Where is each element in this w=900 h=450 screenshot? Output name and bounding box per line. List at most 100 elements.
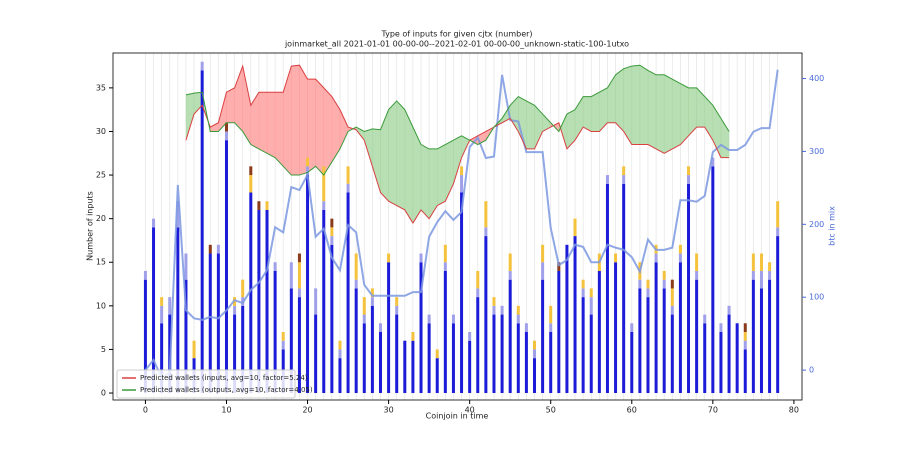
- bar: [662, 288, 666, 394]
- bar: [314, 314, 318, 394]
- band-fill: [210, 122, 219, 132]
- bar: [468, 331, 472, 341]
- x-tick-label: 80: [789, 406, 799, 415]
- bar: [249, 166, 253, 176]
- bar: [605, 175, 609, 184]
- y-axis-label: Number of inputs: [86, 191, 95, 261]
- bar: [354, 253, 358, 280]
- bar: [200, 61, 204, 71]
- bar: [695, 279, 699, 394]
- bar: [533, 358, 537, 394]
- bar: [322, 201, 326, 210]
- y2-tick-label: 100: [809, 293, 824, 302]
- bar: [200, 70, 204, 394]
- bar: [233, 305, 237, 315]
- bar: [443, 244, 447, 263]
- bar: [549, 323, 553, 332]
- bar: [727, 314, 731, 394]
- bar: [257, 209, 261, 394]
- bar: [330, 218, 334, 228]
- bar: [654, 253, 658, 263]
- bar: [160, 305, 164, 324]
- x-tick-label: 60: [627, 406, 637, 415]
- bar: [751, 270, 755, 280]
- y-tick-label: 30: [96, 127, 106, 136]
- bar: [451, 323, 455, 394]
- bar: [524, 323, 528, 332]
- bar: [354, 279, 358, 289]
- bar: [638, 279, 642, 289]
- bar: [476, 270, 480, 289]
- bar: [370, 297, 374, 306]
- bar: [678, 253, 682, 263]
- band-fill: [672, 78, 681, 150]
- plot-frame: [112, 52, 803, 401]
- bar: [443, 262, 447, 271]
- bar: [224, 131, 228, 141]
- bar: [322, 166, 326, 202]
- band-fill: [582, 96, 592, 132]
- bar: [241, 305, 245, 394]
- wallet-line: [185, 64, 730, 176]
- bar: [411, 331, 415, 341]
- bar: [468, 340, 472, 394]
- bar: [768, 279, 772, 394]
- band-fill: [396, 100, 405, 211]
- band-fill: [599, 87, 608, 132]
- x-tick-label: 40: [465, 406, 475, 415]
- band-fill: [266, 92, 276, 158]
- band-fill: [291, 65, 300, 176]
- bar: [395, 305, 399, 315]
- band-fill: [591, 91, 600, 132]
- y-tick-label: 10: [96, 301, 106, 310]
- chart-title: Type of inputs for given cjtx (number): [380, 30, 532, 39]
- bar: [297, 288, 301, 298]
- bar: [460, 192, 464, 394]
- bar: [776, 227, 780, 237]
- legend-label: Predicted wallets (inputs, avg=10, facto…: [140, 374, 308, 382]
- bar: [759, 288, 763, 394]
- bar: [273, 270, 277, 394]
- bar: [476, 297, 480, 394]
- bar: [573, 236, 577, 394]
- bar: [646, 297, 650, 394]
- bar: [314, 288, 318, 315]
- bar: [281, 340, 285, 350]
- band-fill: [250, 91, 260, 150]
- bar: [516, 314, 520, 324]
- band-fill: [437, 144, 446, 206]
- bar: [160, 323, 164, 394]
- bar: [508, 279, 512, 394]
- bar: [670, 279, 674, 289]
- bar: [362, 314, 366, 324]
- x-tick-label: 20: [302, 406, 312, 415]
- bar: [768, 270, 772, 280]
- bar: [249, 175, 253, 193]
- bar: [362, 297, 366, 315]
- bar: [419, 253, 423, 263]
- y2-axis-label: btc in mix: [828, 206, 837, 246]
- bar: [403, 340, 407, 394]
- bar: [573, 218, 577, 237]
- band-fill: [404, 109, 414, 224]
- bar: [257, 201, 261, 210]
- bar: [346, 192, 350, 394]
- bar: [549, 331, 553, 394]
- y2-tick-label: 0: [809, 366, 814, 375]
- bar: [484, 236, 488, 394]
- btc-line: [144, 69, 779, 380]
- bar: [152, 218, 156, 228]
- bar: [492, 314, 496, 394]
- band-fill: [226, 87, 235, 123]
- bar: [541, 244, 545, 263]
- bar: [427, 314, 431, 324]
- bar: [419, 262, 423, 394]
- wallet-line: [185, 64, 730, 224]
- y-tick-label: 5: [101, 345, 106, 354]
- band-fill: [388, 100, 397, 206]
- bar: [208, 244, 212, 254]
- bar: [249, 192, 253, 394]
- band-fill: [331, 96, 341, 163]
- bar: [460, 175, 464, 193]
- bar: [516, 323, 520, 394]
